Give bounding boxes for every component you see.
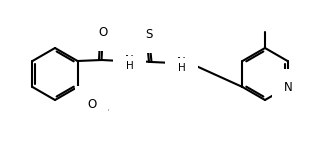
Text: N: N — [177, 55, 186, 69]
Text: O: O — [98, 26, 107, 40]
Text: H: H — [126, 61, 133, 71]
Text: N: N — [125, 55, 134, 67]
Text: S: S — [145, 29, 152, 41]
Text: O: O — [87, 97, 96, 111]
Text: H: H — [178, 63, 185, 73]
Text: N: N — [284, 81, 293, 93]
